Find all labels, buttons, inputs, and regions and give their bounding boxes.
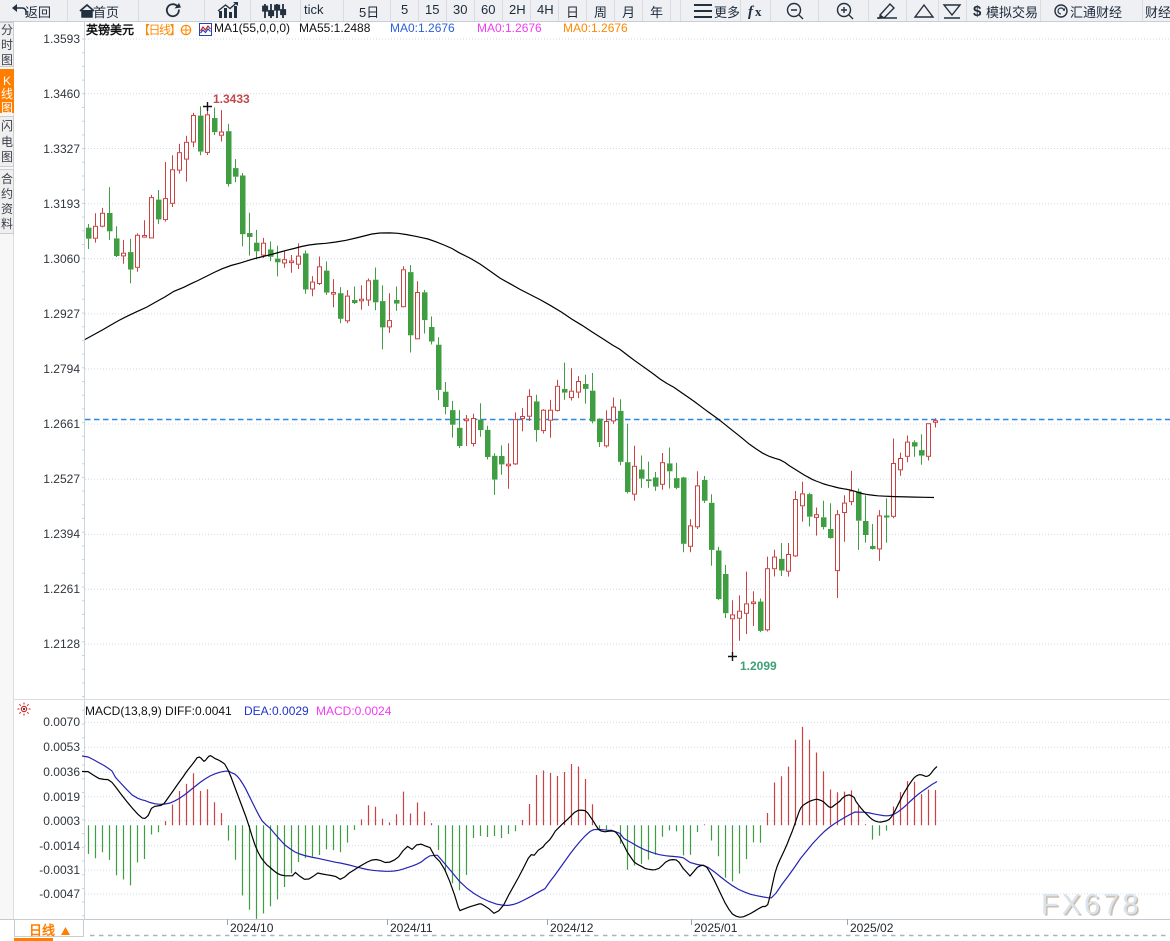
svg-text:$: $ [973, 3, 982, 20]
svg-text:f: f [748, 4, 755, 20]
svg-text:x: x [755, 4, 762, 19]
